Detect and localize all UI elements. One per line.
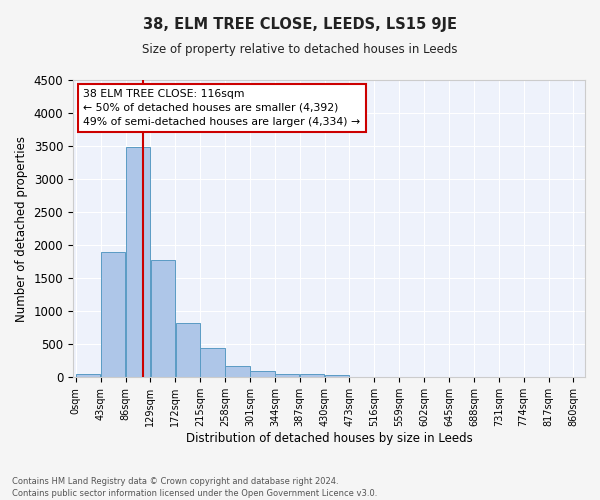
Bar (176, 323, 200, 378)
Text: Contains public sector information licensed under the Open Government Licence v3: Contains public sector information licen… (12, 489, 377, 498)
Text: Contains HM Land Registry data © Crown copyright and database right 2024.: Contains HM Land Registry data © Crown c… (12, 478, 338, 486)
Bar (200, 348, 225, 378)
Text: Size of property relative to detached houses in Leeds: Size of property relative to detached ho… (142, 42, 458, 56)
Text: 38 ELM TREE CLOSE: 116sqm
← 50% of detached houses are smaller (4,392)
49% of se: 38 ELM TREE CLOSE: 116sqm ← 50% of detac… (83, 89, 360, 127)
Text: 38, ELM TREE CLOSE, LEEDS, LS15 9JE: 38, ELM TREE CLOSE, LEEDS, LS15 9JE (143, 18, 457, 32)
Bar (226, 366, 250, 378)
Bar (250, 372, 275, 378)
Bar (300, 374, 325, 378)
Bar (275, 374, 299, 378)
Bar (126, 146, 150, 378)
Bar (325, 374, 349, 378)
Bar (76, 374, 100, 378)
Bar (101, 252, 125, 378)
Bar (151, 260, 175, 378)
X-axis label: Distribution of detached houses by size in Leeds: Distribution of detached houses by size … (185, 432, 472, 445)
Y-axis label: Number of detached properties: Number of detached properties (15, 136, 28, 322)
